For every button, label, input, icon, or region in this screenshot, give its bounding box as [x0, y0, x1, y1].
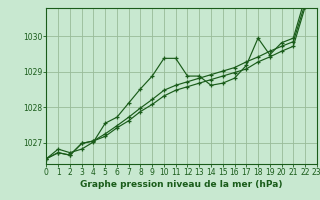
X-axis label: Graphe pression niveau de la mer (hPa): Graphe pression niveau de la mer (hPa): [80, 180, 283, 189]
